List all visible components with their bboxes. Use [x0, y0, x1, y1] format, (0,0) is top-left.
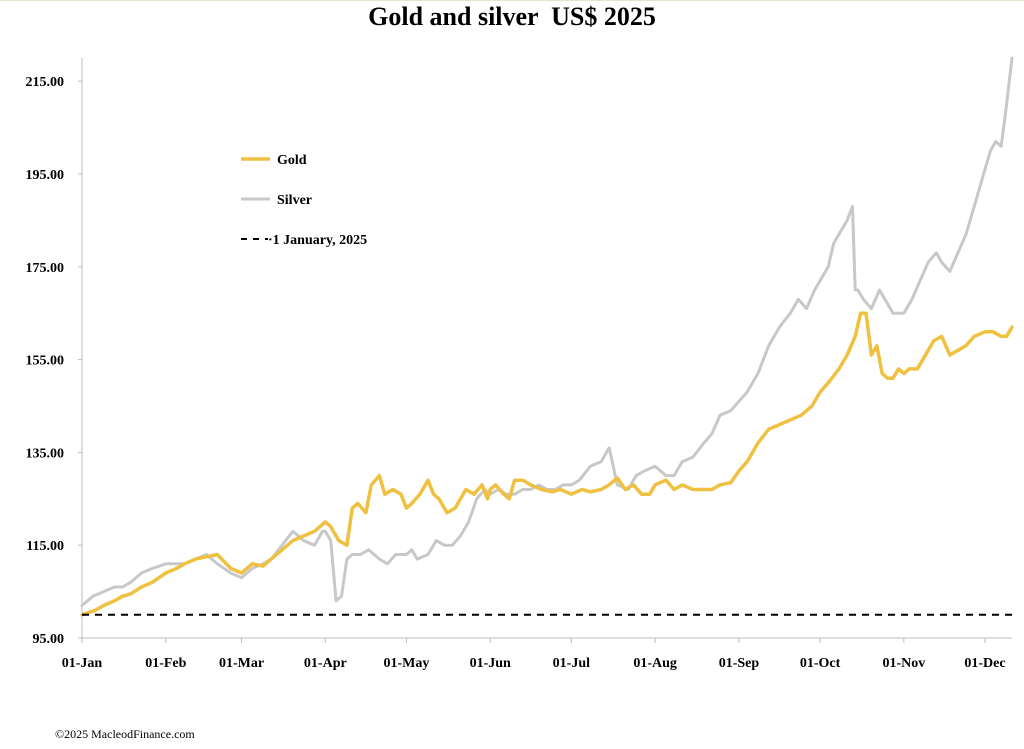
y-tick-label: 135.00: [26, 446, 65, 461]
x-tick-label: 01-Oct: [800, 656, 841, 671]
x-tick-label: 01-Dec: [964, 656, 1005, 671]
y-tick-label: 95.00: [33, 632, 65, 647]
x-tick-label: 01-May: [383, 656, 429, 671]
x-tick-label: 01-Aug: [633, 656, 677, 671]
x-tick-label: 01-Nov: [882, 656, 925, 671]
series-lines: [80, 56, 1014, 617]
legend-silver-label: Silver: [277, 193, 312, 208]
legend: Gold Silver ·1 January, 2025: [241, 153, 367, 248]
y-tick-label: 195.00: [26, 168, 65, 183]
y-tick-label: 175.00: [26, 261, 65, 276]
x-tick-label: 01-Sep: [719, 656, 760, 671]
x-tick-label: 01-Feb: [145, 656, 186, 671]
y-tick-label: 155.00: [26, 354, 65, 369]
legend-baseline-label: ·1 January, 2025: [268, 233, 367, 248]
y-tick-label: 115.00: [26, 539, 64, 554]
axes: 95.00 115.00 135.00 155.00 175.00 195.00 215.0…: [26, 58, 1012, 671]
y-tick-label: 215.00: [26, 75, 65, 90]
x-tick-label: 01-Mar: [219, 656, 264, 671]
x-tick-label: 01-Jul: [553, 656, 590, 671]
series-line-silver: [80, 56, 1014, 607]
x-tick-label: 01-Jan: [62, 656, 103, 671]
chart-title: Gold and silver US$ 2025: [368, 2, 656, 31]
series-line-gold: [80, 311, 1014, 617]
legend-gold-label: Gold: [277, 153, 307, 168]
top-rule: [0, 0, 1024, 1]
copyright-note: ©2025 MacleodFinance.com: [55, 727, 195, 741]
x-tick-label: 01-Apr: [304, 656, 347, 671]
x-tick-label: 01-Jun: [470, 656, 511, 671]
